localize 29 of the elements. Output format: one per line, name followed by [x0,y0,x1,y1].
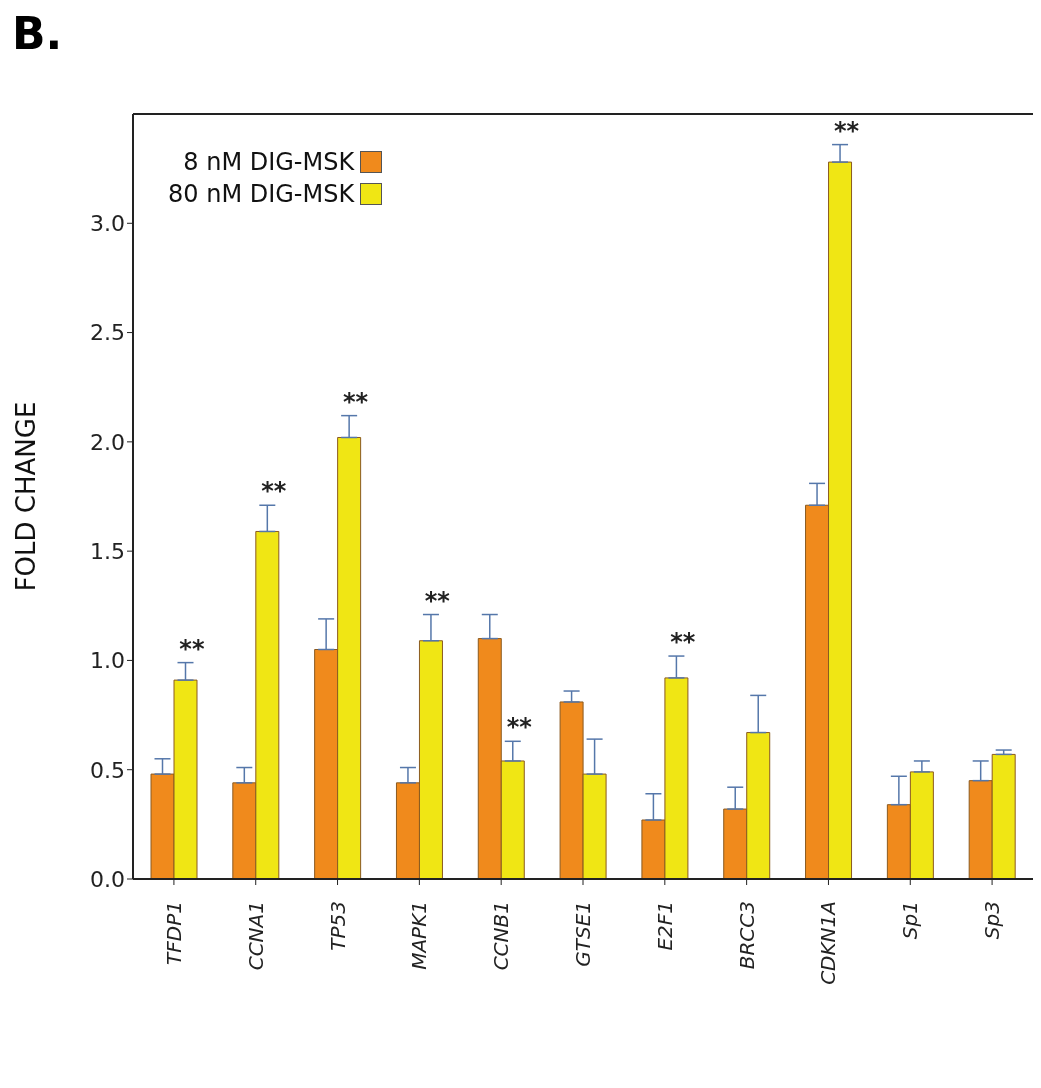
y-tick-label: 2.0 [90,429,125,455]
annotation: ** [506,713,533,742]
annotation: ** [342,387,369,416]
annotation: ** [424,586,451,615]
x-tick-label: BRCC3 [734,901,759,970]
legend-label: 8 nM DIG-MSK [183,148,355,176]
x-tick-label: E2F1 [652,901,677,951]
x-tick-label: Sp3 [980,901,1005,940]
annotation: ** [179,634,205,663]
y-tick-label: 3.0 [90,211,125,237]
y-tick-label: 2.5 [90,320,125,346]
x-tick-label: CCNA1 [243,901,268,971]
x-tick-label: GTSE1 [571,901,595,967]
annotation: ** [833,116,860,145]
y-tick-label: 1.5 [90,538,125,564]
annotation: ** [261,477,287,506]
y-tick-label: 0.0 [90,866,125,892]
chart-title: B. [12,8,63,59]
x-tick-label: Sp1 [898,901,923,940]
y-axis-title: FOLD CHANGE [11,401,42,592]
x-tick-label: CDKN1A [816,901,841,985]
y-tick-label: 1.0 [90,648,125,674]
x-tick-label: TP53 [325,901,350,951]
y-tick-label: 0.5 [90,757,125,783]
x-tick-label: TFDP1 [161,901,186,965]
annotation: ** [670,628,696,657]
x-tick-label: MAPK1 [407,901,432,970]
x-tick-label: CCNB1 [489,901,514,971]
legend-label: 80 nM DIG-MSK [168,180,355,208]
